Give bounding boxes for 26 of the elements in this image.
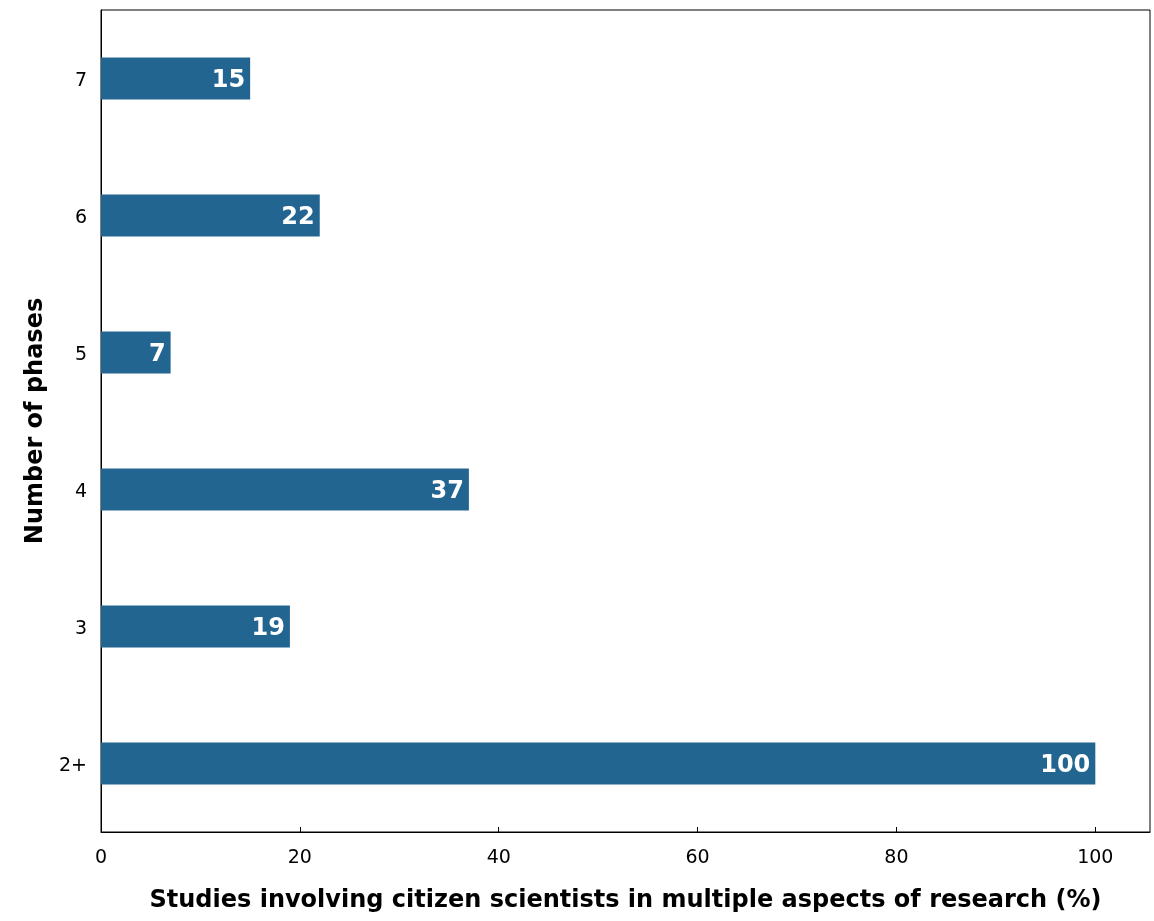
x-tick-label: 60	[685, 844, 710, 867]
data-label: 22	[281, 201, 315, 230]
bar	[101, 468, 469, 511]
bar	[101, 57, 251, 100]
y-tick-label: 5	[74, 341, 87, 364]
bar	[101, 605, 290, 648]
y-tick-label: 6	[74, 204, 87, 227]
data-label: 7	[148, 338, 166, 367]
bar	[101, 194, 320, 237]
x-tick-label: 80	[884, 844, 909, 867]
x-axis-title: Studies involving citizen scientists in multiple aspects of research (%)	[149, 885, 1102, 913]
x-tick-label: 40	[486, 844, 511, 867]
y-tick-label: 2+	[58, 752, 87, 775]
bar	[101, 331, 171, 374]
data-label: 37	[430, 475, 464, 504]
y-tick-label: 7	[74, 67, 87, 90]
y-tick-label: 3	[74, 615, 87, 638]
x-tick-label: 100	[1077, 844, 1114, 867]
data-label: 15	[211, 64, 246, 93]
bar	[101, 742, 1096, 785]
y-axis-title: Number of phases	[20, 297, 48, 545]
x-tick-label: 0	[94, 844, 108, 867]
y-tick-label: 4	[74, 478, 87, 501]
data-label: 100	[1040, 749, 1091, 778]
data-label: 19	[251, 612, 285, 641]
x-tick-label: 20	[287, 844, 312, 867]
